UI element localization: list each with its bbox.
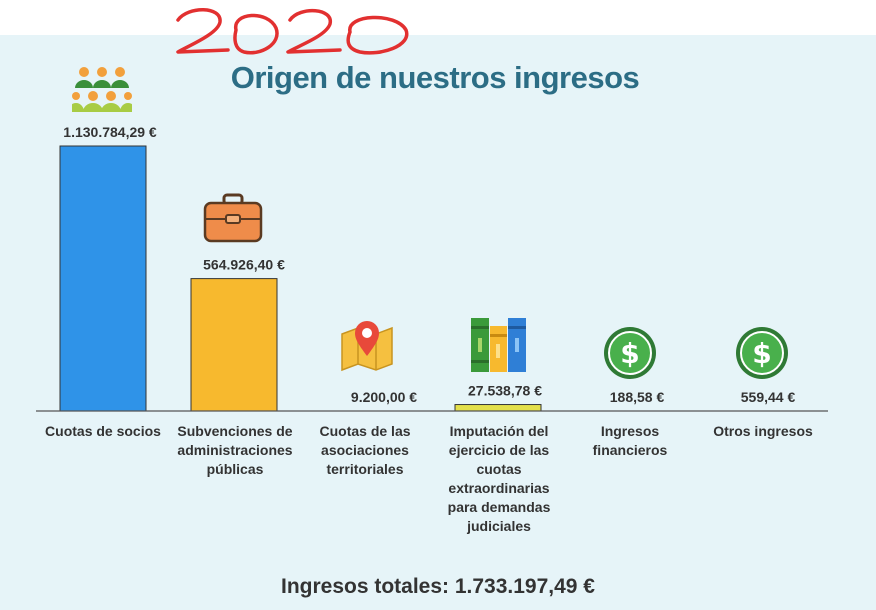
bar xyxy=(59,145,147,412)
category-label: Cuotas de las asociaciones territoriales xyxy=(319,423,411,477)
handwritten-year-annotation xyxy=(176,8,409,55)
category-label: Imputación del ejercicio de las cuotas e… xyxy=(447,423,551,534)
category-label: Subvenciones de administraciones pública… xyxy=(177,423,293,477)
value-label: 1.130.784,29 € xyxy=(63,124,157,140)
value-label: 188,58 € xyxy=(610,389,665,405)
value-label: 9.200,00 € xyxy=(351,389,417,405)
chart-title: Origen de nuestros ingresos xyxy=(230,60,640,95)
total-income: Ingresos totales: 1.733.197,49 € xyxy=(280,575,595,598)
bar xyxy=(190,278,278,412)
category-label: Cuotas de socios xyxy=(45,423,161,439)
briefcase-icon xyxy=(203,193,263,243)
value-label: 559,44 € xyxy=(741,389,796,405)
dollar-coin-icon: $ xyxy=(736,327,788,379)
books-icon xyxy=(471,318,526,372)
map-pin-icon xyxy=(341,321,393,372)
dollar-coin-icon: $ xyxy=(604,327,656,379)
value-label: 564.926,40 € xyxy=(203,257,285,273)
people-icon xyxy=(72,67,132,112)
category-label: Ingresos financieros xyxy=(592,423,668,458)
svg-text:$: $ xyxy=(752,337,771,370)
svg-text:$: $ xyxy=(620,337,639,370)
category-label: Otros ingresos xyxy=(713,423,813,439)
bar xyxy=(454,404,542,412)
value-label: 27.538,78 € xyxy=(468,383,542,399)
